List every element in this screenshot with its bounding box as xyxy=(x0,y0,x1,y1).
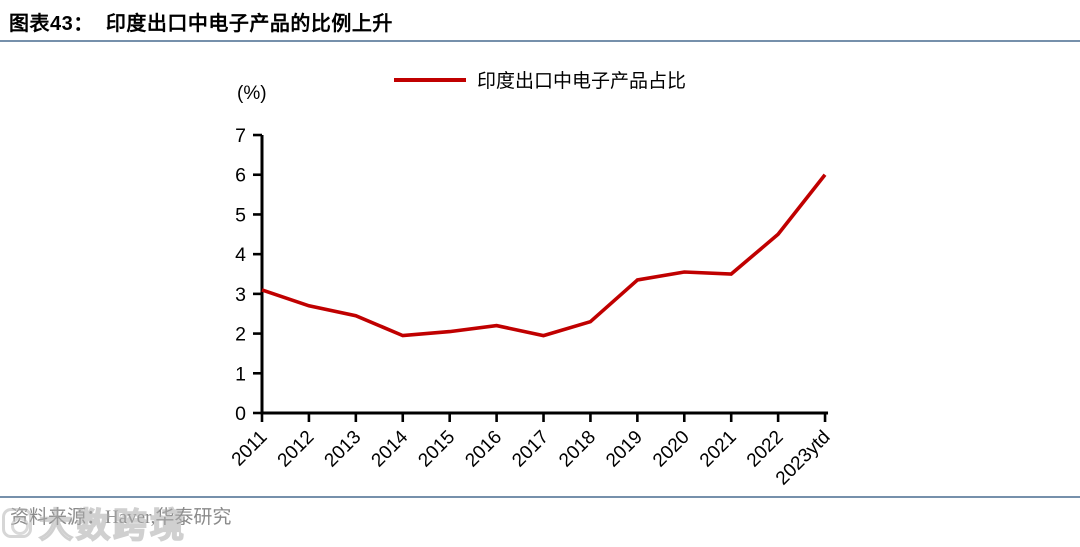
x-tick-label: 2018 xyxy=(555,427,600,472)
y-axis-unit-label: (%) xyxy=(237,83,267,104)
x-tick-label: 2021 xyxy=(696,427,741,472)
y-tick-label: 4 xyxy=(235,244,246,266)
bottom-divider-rule xyxy=(0,496,1080,498)
x-tick-label: 2016 xyxy=(461,427,506,472)
source-note: 资料来源：Haver,华泰研究 xyxy=(10,507,232,528)
y-tick-label: 1 xyxy=(235,363,246,385)
x-tick-label: 2013 xyxy=(321,427,366,472)
x-tick-label: 2011 xyxy=(228,427,272,471)
top-divider-rule xyxy=(0,40,1080,42)
x-tick-label: 2012 xyxy=(274,427,319,472)
y-tick-label: 7 xyxy=(235,125,246,147)
x-tick-label: 2020 xyxy=(649,427,694,472)
x-tick-label: 2015 xyxy=(414,427,459,472)
figure-title: 图表43： 印度出口中电子产品的比例上升 xyxy=(9,13,393,35)
legend-line-swatch xyxy=(393,77,466,82)
y-tick-label: 6 xyxy=(235,165,246,187)
y-tick-label: 0 xyxy=(235,403,246,425)
y-tick-label: 2 xyxy=(235,324,246,346)
x-tick-label: 2017 xyxy=(508,427,553,472)
legend-label: 印度出口中电子产品占比 xyxy=(476,71,686,92)
chart-legend: 印度出口中电子产品占比 xyxy=(0,66,1080,93)
x-tick-label: 2019 xyxy=(602,427,647,472)
x-tick-label: 2014 xyxy=(368,426,413,471)
y-tick-label: 3 xyxy=(235,284,246,306)
y-tick-label: 5 xyxy=(235,204,246,226)
series-line xyxy=(261,173,827,338)
